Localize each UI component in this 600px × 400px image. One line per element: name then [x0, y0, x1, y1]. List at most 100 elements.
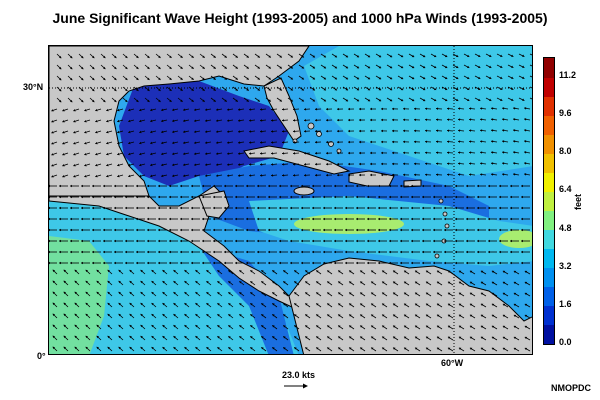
wind-vector-head: [312, 195, 314, 199]
wind-vector-head: [334, 228, 336, 232]
wind-vector-head: [249, 152, 252, 155]
wind-vector-head: [370, 162, 373, 166]
wind-vector-head: [63, 269, 67, 273]
wind-vector-head: [114, 99, 117, 103]
wind-vector-head: [169, 217, 171, 221]
wind-vector-head: [180, 250, 182, 254]
wind-vector-head: [422, 261, 424, 265]
wind-vector-head: [326, 162, 329, 166]
wind-vector-head: [444, 217, 446, 221]
wind-vector-head: [480, 347, 484, 351]
wind-vector-head: [393, 270, 396, 273]
wind-vector-head: [513, 281, 517, 285]
wind-vector-head: [348, 118, 351, 122]
wind-vector-head: [466, 261, 468, 265]
wind-vector-head: [425, 107, 428, 111]
colorbar-tick: 11.2: [559, 70, 577, 81]
wind-vector-head: [315, 107, 318, 111]
wind-vector-head: [370, 173, 373, 177]
wind-vector-head: [106, 130, 109, 134]
colorbar-segment: [544, 172, 554, 192]
wind-vector-head: [180, 55, 183, 58]
wind-vector-head: [52, 346, 56, 350]
wind-vector-head: [444, 98, 448, 102]
wind-vector-head: [161, 119, 164, 123]
wind-vector-head: [433, 250, 435, 254]
wind-vector-head: [458, 173, 461, 176]
wind-vector-head: [477, 195, 479, 199]
land-yucatan: [198, 190, 230, 219]
wind-vector-head: [510, 239, 512, 243]
wind-vector-head: [502, 303, 506, 307]
wind-vector-head: [279, 217, 281, 221]
wind-vector-head: [195, 292, 198, 295]
wind-vector-head: [257, 250, 259, 254]
wind-vector-head: [70, 195, 72, 199]
wind-vector-head: [378, 54, 382, 58]
wind-vector-head: [103, 99, 106, 103]
wind-vector-head: [488, 195, 490, 199]
wind-vector-head: [268, 184, 270, 188]
wind-vector-head: [469, 292, 473, 295]
wind-vector-head: [370, 107, 373, 111]
wind-vector-head: [103, 206, 105, 210]
wind-vector-head: [305, 336, 308, 339]
wind-vector-head: [107, 335, 110, 339]
wind-vector-head: [323, 55, 326, 58]
wind-vector-head: [378, 217, 380, 221]
wind-vector-head: [169, 261, 171, 265]
wind-vector-head: [162, 347, 165, 350]
wind-vector-head: [261, 347, 264, 350]
wind-vector-head: [63, 280, 67, 284]
wind-vector-head: [334, 261, 336, 265]
wind-vector-head: [216, 141, 219, 144]
wind-vector-head: [466, 217, 468, 221]
colorbar-segment: [544, 115, 554, 135]
wind-vector-head: [92, 239, 94, 243]
wind-vector-head: [49, 239, 50, 243]
wind-vector-head: [118, 302, 121, 306]
wind-vector-head: [301, 77, 304, 80]
wind-vector-head: [301, 217, 303, 221]
wind-vector-head: [499, 54, 503, 57]
wind-vector-head: [404, 270, 407, 273]
wind-vector-head: [293, 174, 296, 177]
colorbar-tick: 9.6: [559, 108, 572, 119]
wind-vector-head: [158, 228, 160, 232]
wind-vector-head: [103, 261, 105, 265]
wind-vector-head: [338, 325, 341, 328]
wind-vector-head: [323, 250, 325, 254]
wind-vector-head: [524, 118, 527, 121]
wind-vector-head: [62, 175, 65, 178]
wind-vector-head: [425, 140, 428, 144]
wind-vector-head: [293, 163, 296, 166]
wind-vector-head: [511, 76, 514, 79]
wind-vector-head: [312, 239, 314, 243]
wind-vector-head: [235, 195, 237, 199]
wind-vector-head: [293, 130, 296, 133]
wind-vector-head: [433, 228, 435, 232]
wind-vector-head: [356, 88, 360, 91]
wind-vector-head: [414, 281, 418, 284]
wind-vector-head: [195, 336, 198, 339]
wind-vector-head: [348, 162, 351, 166]
wind-vector-head: [524, 151, 527, 154]
wind-vector-head: [480, 129, 483, 132]
wind-vector-head: [217, 325, 220, 328]
wind-vector-head: [499, 76, 503, 79]
wind-vector-head: [499, 261, 501, 265]
credit-label: NMOPDC: [551, 383, 591, 393]
lat-0-label: 0°: [37, 351, 46, 361]
wind-vector-head: [205, 174, 208, 177]
wind-vector-head: [206, 292, 209, 295]
wind-vector-head: [184, 325, 187, 328]
wind-vector-head: [447, 151, 450, 154]
wind-vector-head: [118, 280, 121, 284]
wind-vector-head: [338, 270, 341, 273]
wind-vector-head: [59, 184, 61, 188]
wind-vector-head: [95, 130, 98, 134]
wind-vector-head: [213, 228, 215, 232]
wind-vector-head: [85, 269, 89, 273]
wind-vector-head: [52, 335, 56, 339]
wind-vector-head: [224, 195, 226, 199]
